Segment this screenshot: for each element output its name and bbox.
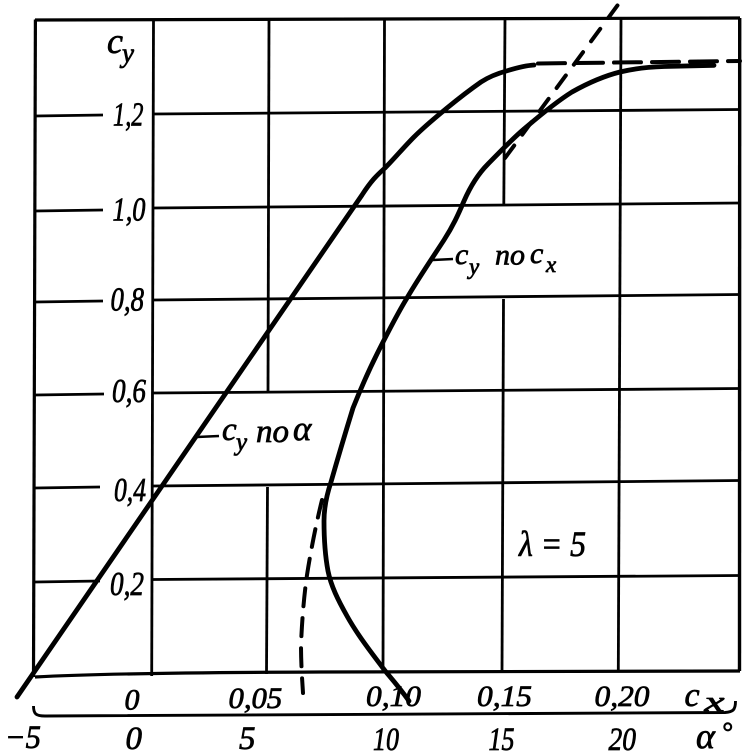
svg-text:0,8: 0,8 [111,282,145,319]
svg-text:0,2: 0,2 [110,566,144,603]
svg-text:15: 15 [489,722,515,755]
svg-text:c: c [222,412,237,448]
svg-text:по: по [256,414,289,450]
svg-text:−5: −5 [5,720,41,755]
svg-text:α: α [293,409,312,448]
svg-text:0,05: 0,05 [229,682,283,715]
svg-text:0,4: 0,4 [114,472,146,509]
svg-text:c: c [455,238,468,271]
svg-text:0,10: 0,10 [366,680,421,713]
svg-text:1,2: 1,2 [113,97,144,134]
svg-text:0: 0 [126,721,143,755]
svg-text:°: ° [722,717,733,747]
svg-text:10: 10 [373,722,399,755]
svg-text:0,6: 0,6 [112,373,146,410]
svg-text:20: 20 [609,722,637,755]
svg-text:y: y [119,38,134,68]
svg-text:c: c [107,21,123,61]
svg-text:c: c [685,677,700,714]
svg-text:x: x [703,687,726,718]
svg-text:y: y [233,429,248,456]
svg-text:α: α [696,716,716,755]
svg-text:c: c [530,237,543,270]
svg-text:5: 5 [239,721,256,755]
svg-text:по: по [495,239,525,272]
svg-text:1,0: 1,0 [113,192,146,229]
svg-text:0: 0 [125,684,140,717]
svg-text:λ = 5: λ = 5 [518,524,586,564]
svg-text:x: x [545,252,557,277]
svg-text:0,20: 0,20 [595,680,650,713]
svg-text:y: y [467,254,480,279]
svg-text:0,15: 0,15 [477,680,532,713]
